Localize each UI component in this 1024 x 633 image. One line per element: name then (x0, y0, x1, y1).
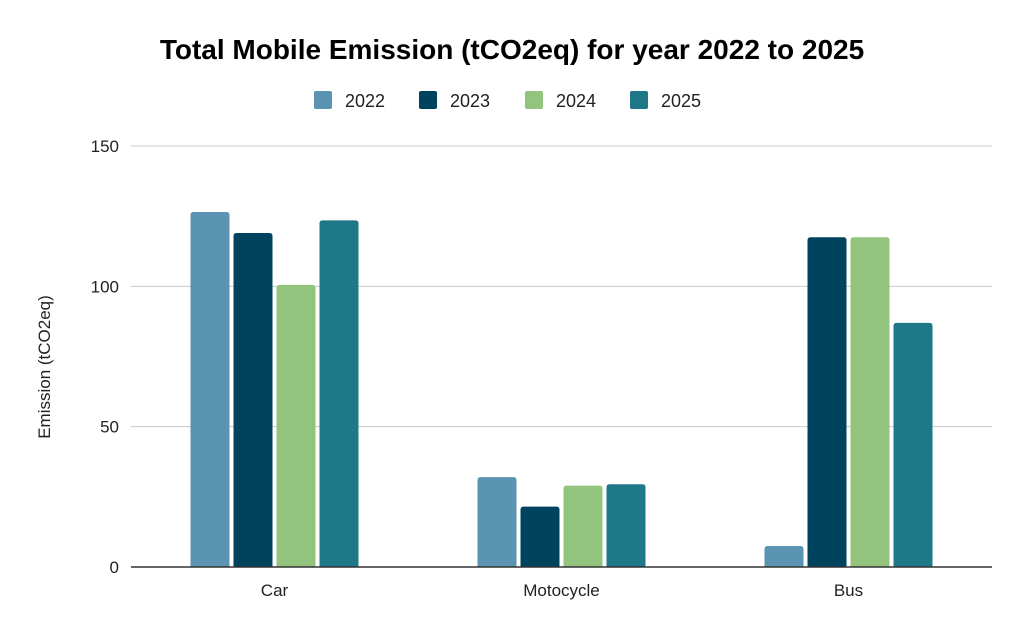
y-tick-label: 50 (100, 418, 119, 437)
bar-2025-car (319, 220, 359, 568)
legend-item: 2025 (630, 91, 701, 111)
bar-2023-bus (807, 237, 847, 567)
y-tick-label: 0 (110, 558, 119, 577)
legend-label: 2022 (345, 91, 385, 111)
x-tick-label: Motocycle (523, 581, 600, 600)
x-axis-ticks: Car Motocycle Bus (261, 581, 863, 600)
bar-2024-car (276, 284, 316, 567)
legend-label: 2024 (556, 91, 596, 111)
y-axis-ticks: 0 50 100 150 (91, 137, 119, 577)
x-tick-label: Bus (834, 581, 863, 600)
y-tick-label: 150 (91, 137, 119, 156)
legend-item: 2024 (525, 91, 596, 111)
x-tick-label: Car (261, 581, 289, 600)
legend-swatch (419, 91, 437, 109)
bars (190, 211, 933, 568)
legend-item: 2022 (314, 91, 385, 111)
bar-2022-bus (764, 545, 804, 567)
bar-2022-car (190, 211, 230, 567)
bar-2024-bus (850, 237, 890, 567)
bar-2024-motocycle (563, 485, 603, 567)
legend-swatch (630, 91, 648, 109)
gridlines (131, 145, 992, 428)
legend-item: 2023 (419, 91, 490, 111)
legend: 2022 2023 2024 2025 (314, 91, 701, 111)
legend-label: 2023 (450, 91, 490, 111)
bar-2023-motocycle (520, 506, 560, 567)
y-tick-label: 100 (91, 277, 119, 296)
y-axis-title: Emission (tCO2eq) (35, 295, 54, 439)
bar-2025-bus (893, 322, 933, 567)
legend-label: 2025 (661, 91, 701, 111)
chart-title: Total Mobile Emission (tCO2eq) for year … (160, 34, 864, 65)
bar-2022-motocycle (477, 477, 517, 567)
bar-2025-motocycle (606, 484, 646, 567)
legend-swatch (525, 91, 543, 109)
legend-swatch (314, 91, 332, 109)
bar-2023-car (233, 233, 273, 568)
